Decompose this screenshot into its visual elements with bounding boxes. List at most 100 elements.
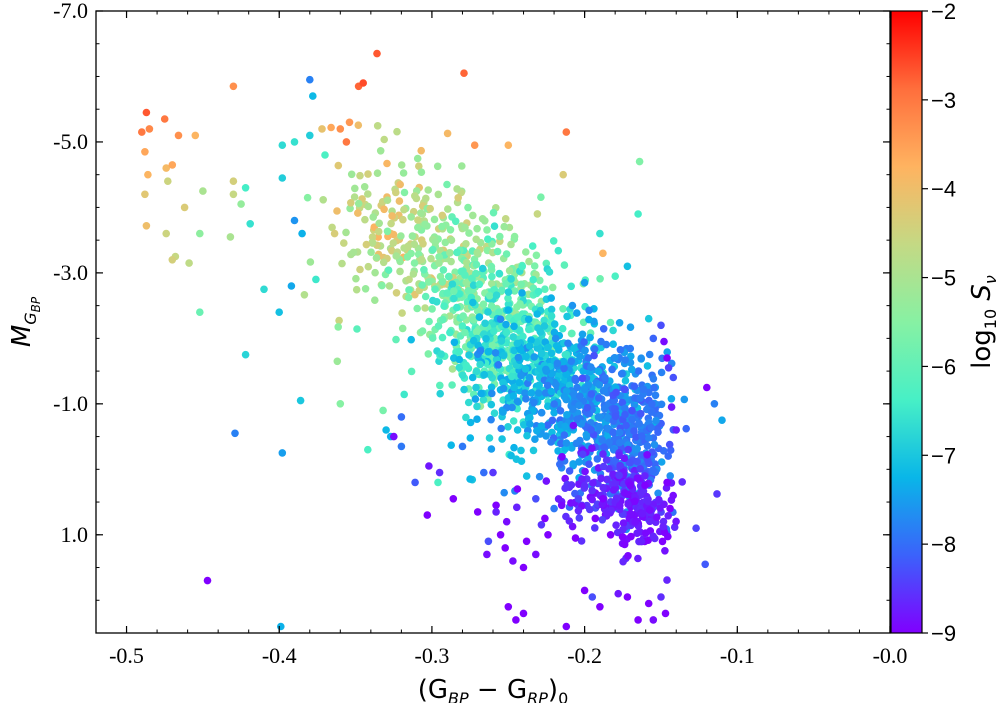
y-tick-label: -7.0 — [53, 0, 88, 23]
data-point — [203, 576, 212, 585]
data-point — [260, 285, 268, 294]
data-point — [529, 446, 538, 455]
data-point — [504, 294, 512, 303]
data-point — [590, 345, 599, 354]
data-point — [587, 363, 595, 371]
data-point — [407, 335, 416, 344]
data-point — [345, 118, 354, 127]
data-point — [472, 235, 481, 244]
data-point — [180, 203, 189, 212]
data-point — [476, 360, 484, 369]
data-point — [504, 423, 512, 431]
data-point — [718, 416, 726, 425]
data-point — [349, 248, 358, 257]
data-point — [446, 226, 455, 234]
data-point — [395, 197, 404, 205]
data-point — [542, 477, 551, 485]
data-point — [599, 462, 608, 471]
data-point — [312, 275, 320, 284]
data-point — [626, 344, 635, 353]
data-point — [470, 141, 479, 149]
data-point — [433, 162, 442, 171]
data-point — [577, 537, 586, 545]
data-point — [637, 354, 645, 363]
data-point — [379, 258, 388, 267]
data-point — [636, 465, 644, 473]
data-point — [509, 392, 518, 400]
data-point — [499, 384, 508, 393]
data-point — [650, 440, 659, 449]
data-point — [643, 451, 651, 459]
data-point — [565, 467, 574, 475]
data-point — [356, 171, 364, 180]
data-point — [532, 550, 540, 559]
data-point — [541, 514, 549, 523]
data-point — [400, 188, 409, 197]
data-point — [385, 282, 394, 290]
data-point — [376, 147, 385, 155]
data-point — [616, 461, 624, 470]
data-point — [471, 395, 480, 403]
data-point — [621, 404, 629, 413]
data-point — [275, 308, 284, 317]
data-point — [141, 190, 149, 199]
data-point — [588, 486, 596, 495]
data-point — [667, 395, 676, 403]
data-point — [459, 312, 468, 320]
data-point — [588, 444, 596, 453]
data-point — [434, 190, 443, 199]
colorbar-tick-label: −5 — [931, 266, 956, 291]
data-point — [562, 350, 571, 359]
data-point — [484, 308, 492, 316]
data-point — [439, 266, 448, 274]
data-point — [335, 316, 343, 325]
data-point — [296, 396, 305, 405]
data-point — [597, 474, 605, 483]
data-point — [399, 169, 408, 177]
data-point — [533, 310, 541, 318]
data-point — [634, 616, 642, 624]
data-point — [655, 496, 663, 505]
colorbar-tick-label: −8 — [931, 532, 956, 557]
data-point — [353, 325, 361, 333]
data-point — [529, 275, 537, 284]
data-point — [615, 438, 624, 447]
data-point — [537, 422, 546, 430]
data-point — [142, 108, 151, 117]
data-point — [550, 320, 559, 328]
data-point — [644, 599, 653, 608]
data-point — [399, 215, 407, 224]
data-point — [464, 203, 472, 212]
data-point — [431, 285, 439, 294]
data-point — [559, 357, 568, 366]
y-axis-label: MGBP — [7, 296, 43, 347]
data-point — [461, 223, 469, 232]
data-point — [430, 215, 439, 224]
data-point — [663, 348, 671, 356]
data-point — [448, 381, 456, 389]
y-tick-label: -1.0 — [53, 391, 88, 416]
data-point — [334, 323, 343, 331]
data-point — [581, 467, 589, 476]
data-point — [612, 388, 620, 397]
data-point — [559, 170, 567, 179]
data-point — [441, 238, 450, 247]
data-point — [392, 289, 401, 297]
data-point — [537, 521, 546, 529]
data-point — [361, 285, 370, 293]
data-point — [628, 406, 636, 415]
data-point — [237, 200, 245, 208]
data-point — [682, 424, 690, 433]
data-point — [569, 405, 577, 414]
data-point — [436, 389, 445, 398]
data-point — [588, 495, 596, 504]
data-point — [658, 537, 667, 546]
data-point — [632, 433, 640, 441]
data-point — [517, 280, 525, 289]
data-point — [354, 209, 362, 217]
data-point — [278, 449, 287, 457]
data-point — [340, 239, 348, 247]
data-point — [513, 397, 522, 406]
data-point — [509, 557, 517, 565]
